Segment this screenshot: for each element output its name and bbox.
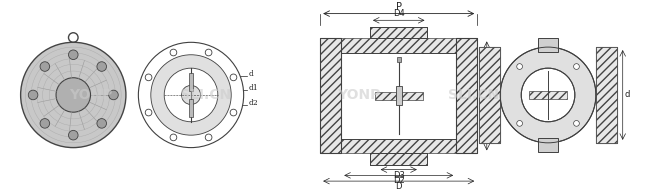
Bar xyxy=(320,38,341,153)
Bar xyxy=(456,38,477,153)
Circle shape xyxy=(68,50,78,60)
Text: d: d xyxy=(249,70,253,78)
Text: d2: d2 xyxy=(249,98,258,107)
Circle shape xyxy=(109,90,118,100)
Circle shape xyxy=(170,49,177,56)
Circle shape xyxy=(21,42,126,148)
Text: SLI.CN: SLI.CN xyxy=(180,88,231,102)
Text: d: d xyxy=(489,91,494,100)
Bar xyxy=(341,38,456,53)
Bar xyxy=(370,27,428,38)
Circle shape xyxy=(574,64,579,69)
Text: D: D xyxy=(395,182,402,191)
Bar xyxy=(341,139,456,153)
Circle shape xyxy=(145,109,152,116)
Bar xyxy=(538,37,558,52)
Text: d1: d1 xyxy=(249,84,258,92)
Circle shape xyxy=(205,49,212,56)
Bar xyxy=(396,86,402,105)
Circle shape xyxy=(521,68,575,122)
Circle shape xyxy=(139,42,243,148)
Text: SLI.CN: SLI.CN xyxy=(448,88,499,102)
Bar xyxy=(402,92,422,100)
Bar xyxy=(479,47,500,143)
Polygon shape xyxy=(189,73,193,91)
Bar xyxy=(375,92,396,100)
Circle shape xyxy=(500,47,596,143)
Bar xyxy=(370,27,428,38)
Circle shape xyxy=(40,119,49,128)
Circle shape xyxy=(40,62,49,71)
Circle shape xyxy=(230,74,237,81)
Circle shape xyxy=(97,119,107,128)
Circle shape xyxy=(574,121,579,126)
Polygon shape xyxy=(189,99,193,117)
Bar xyxy=(538,138,558,152)
Bar xyxy=(456,38,477,153)
Circle shape xyxy=(56,78,90,112)
Circle shape xyxy=(517,64,523,69)
Bar xyxy=(397,57,400,62)
Bar xyxy=(529,91,567,99)
Circle shape xyxy=(205,134,212,141)
Bar xyxy=(596,47,617,143)
Circle shape xyxy=(164,68,218,122)
Text: D3: D3 xyxy=(393,170,405,180)
Bar xyxy=(320,38,341,153)
Circle shape xyxy=(517,121,523,126)
Text: YONP: YONP xyxy=(69,88,112,102)
Bar xyxy=(596,47,617,143)
Bar xyxy=(370,153,428,165)
Bar xyxy=(370,153,428,165)
Bar xyxy=(341,53,456,139)
Circle shape xyxy=(145,74,152,81)
Text: D4: D4 xyxy=(393,9,405,18)
Circle shape xyxy=(170,134,177,141)
Text: d: d xyxy=(624,90,630,99)
Text: P: P xyxy=(396,2,402,12)
Circle shape xyxy=(97,62,107,71)
Text: D2: D2 xyxy=(393,176,405,185)
Bar xyxy=(479,47,500,143)
Circle shape xyxy=(68,130,78,140)
Text: YONP: YONP xyxy=(337,88,380,102)
Circle shape xyxy=(28,90,38,100)
Circle shape xyxy=(230,109,237,116)
Circle shape xyxy=(151,55,231,135)
Circle shape xyxy=(182,85,201,104)
